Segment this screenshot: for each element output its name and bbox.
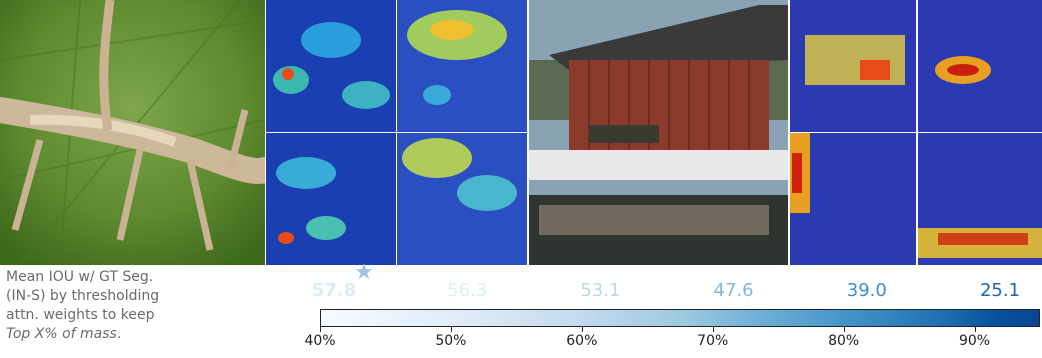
- attention-map-barn-4: [918, 133, 1042, 265]
- leaf-insect-photo: [0, 0, 265, 265]
- attention-map-leaf-3: [266, 133, 396, 265]
- attention-map-barn-2: [918, 0, 1042, 132]
- colorbar-tick-label-6: 90%: [958, 333, 991, 349]
- iou-value-5: 39.0: [846, 280, 887, 301]
- iou-value-3: 53.1: [580, 280, 621, 301]
- colorbar-tick-2: [450, 327, 452, 332]
- colorbar: [320, 309, 1040, 327]
- colorbar-tick-label-5: 80%: [828, 333, 860, 349]
- colorbar-tick-1: [320, 327, 321, 332]
- colorbar-tick-label-1: 40%: [304, 333, 336, 349]
- caption-period: .: [116, 326, 122, 342]
- colorbar-tick-3: [581, 327, 583, 332]
- attention-map-barn-3: [790, 133, 916, 265]
- attention-map-barn-1: [790, 0, 916, 132]
- colorbar-tick-label-3: 60%: [566, 333, 598, 349]
- best-star-icon: ★: [354, 260, 374, 285]
- barn-photo: [529, 0, 788, 265]
- caption-line-1: Mean IOU w/ GT Seg.: [6, 269, 154, 285]
- colorbar-tick-5: [843, 327, 845, 332]
- colorbar-tick-label-2: 50%: [435, 333, 467, 349]
- colorbar-tick-6: [974, 327, 976, 332]
- attention-map-leaf-1: [266, 0, 396, 132]
- iou-value-4: 47.6: [713, 280, 754, 301]
- caption-line-2: (IN-S) by thresholding: [6, 288, 160, 304]
- caption-line-4: Top X% of mass: [6, 326, 117, 342]
- attention-map-leaf-4: [397, 133, 527, 265]
- caption-line-3: attn. weights to keep: [6, 307, 155, 323]
- iou-value-6: 25.1: [979, 280, 1021, 301]
- iou-value-2: 56.3: [447, 280, 488, 301]
- iou-value-1: 57.8: [311, 280, 357, 301]
- figure-caption: Mean IOU w/ GT Seg. (IN-S) by thresholdi…: [6, 268, 246, 344]
- colorbar-tick-4: [712, 327, 714, 332]
- attention-map-leaf-2: [397, 0, 527, 132]
- colorbar-tick-label-4: 70%: [697, 333, 729, 349]
